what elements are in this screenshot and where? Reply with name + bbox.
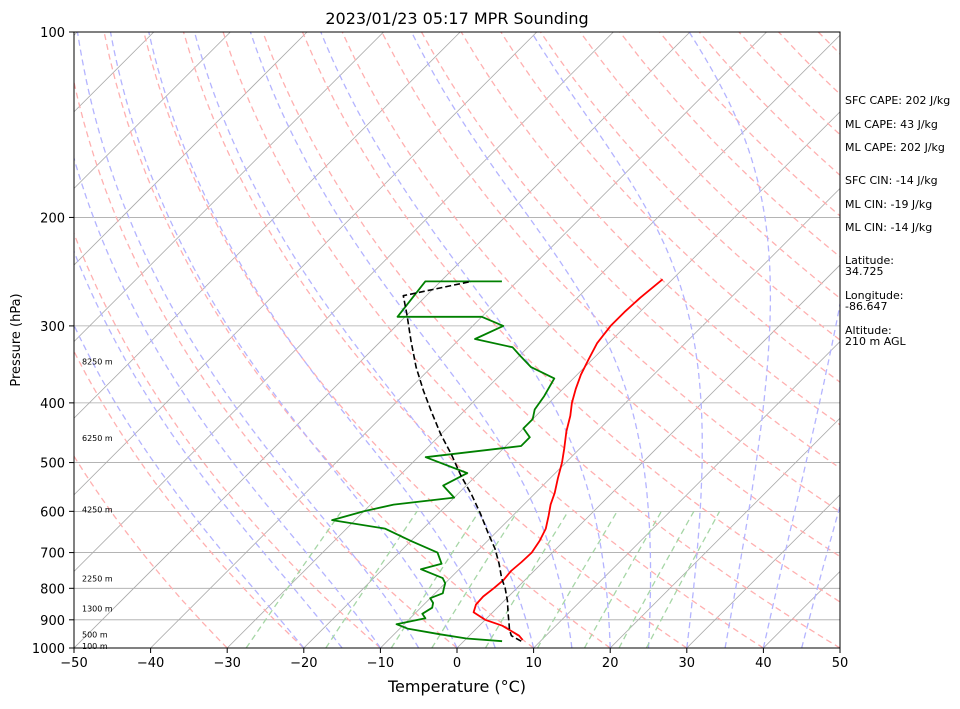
- dry-adiabat-line: [0, 32, 227, 648]
- height-labels: 100 m 500 m 1300 m 2250 m 4250 m 6250 m 8250 m: [82, 358, 113, 651]
- y-axis-label: Pressure (hPa): [9, 293, 24, 386]
- isotherm-line: [227, 32, 843, 648]
- dry-adiabat-line: [263, 32, 840, 648]
- y-tick-label: 300: [40, 320, 65, 335]
- y-tick-label: 600: [40, 505, 65, 520]
- ml-cape-text-2: ML CAPE: 202 J/kg: [845, 142, 945, 153]
- x-tick-label: −40: [137, 656, 164, 671]
- latitude-text: Latitude: 34.725: [845, 255, 894, 277]
- mixing-ratio-line: [538, 511, 618, 648]
- ml-cin-text: ML CIN: -19 J/kg: [845, 199, 932, 210]
- y-tick-label: 1000: [32, 642, 65, 657]
- sfc-cin-text: SFC CIN: -14 J/kg: [845, 175, 938, 186]
- isotherm-line: [0, 32, 1, 648]
- height-label: 4250 m: [82, 506, 113, 515]
- x-tick-label: 40: [755, 656, 772, 671]
- mixing-ratio-line: [246, 511, 341, 648]
- mixing-ratio-line: [486, 511, 569, 648]
- dry-adiabat-line: [144, 32, 610, 648]
- y-tick-label: 100: [40, 26, 65, 41]
- x-axis-label: Temperature (°C): [387, 677, 526, 696]
- x-tick-label: 20: [602, 656, 619, 671]
- parcel-path-line: [403, 281, 521, 641]
- plot-frame: [74, 32, 840, 648]
- y-tick-label: 900: [40, 614, 65, 629]
- x-tick-label: −50: [60, 656, 87, 671]
- moist-adiabat-line: [149, 32, 496, 648]
- isotherm-line: [0, 32, 460, 648]
- ml-cin-text-2: ML CIN: -14 J/kg: [845, 222, 932, 233]
- dry-adiabat-line: [223, 32, 763, 648]
- x-tick-label: 0: [453, 656, 461, 671]
- isotherm-line: [74, 32, 690, 648]
- height-label: 500 m: [82, 630, 108, 639]
- height-label: 6250 m: [82, 434, 113, 443]
- moist-adiabat-line: [531, 32, 702, 648]
- chart-title: 2023/01/23 05:17 MPR Sounding: [325, 9, 588, 28]
- x-axis: −50 −40 −30 −20 −10 0 10 20 30 40 50: [60, 648, 848, 671]
- y-tick-label: 500: [40, 457, 65, 472]
- height-label: 100 m: [82, 642, 108, 651]
- moist-adiabat-line: [412, 32, 651, 648]
- y-axis: 1000 900 800 700 600 500 400 300 200 100: [32, 26, 74, 657]
- temperature-profile-line: [474, 279, 663, 640]
- dry-adiabat-line: [104, 32, 533, 648]
- x-tick-label: −20: [290, 656, 317, 671]
- height-label: 8250 m: [82, 358, 113, 367]
- x-tick-label: −30: [213, 656, 240, 671]
- x-tick-label: −10: [367, 656, 394, 671]
- x-tick-label: 10: [525, 656, 542, 671]
- isotherm-line: [0, 32, 613, 648]
- y-tick-label: 200: [40, 211, 65, 226]
- moist-adiabat-line: [22, 32, 342, 648]
- dry-adiabat-line: [25, 32, 381, 648]
- sfc-cape-text: SFC CAPE: 202 J/kg: [845, 95, 950, 106]
- moist-adiabat-line: [321, 32, 610, 648]
- longitude-text: Longitude: -86.647: [845, 290, 903, 312]
- altitude-text: Altitude: 210 m AGL: [845, 325, 906, 347]
- y-tick-label: 700: [40, 547, 65, 562]
- ml-cape-text: ML CAPE: 43 J/kg: [845, 119, 938, 130]
- x-tick-label: 50: [832, 656, 849, 671]
- y-tick-label: 800: [40, 582, 65, 597]
- height-label: 2250 m: [82, 574, 113, 583]
- height-label: 1300 m: [82, 604, 113, 613]
- x-tick-label: 30: [679, 656, 696, 671]
- isotherm-line: [304, 32, 920, 648]
- y-tick-label: 400: [40, 397, 65, 412]
